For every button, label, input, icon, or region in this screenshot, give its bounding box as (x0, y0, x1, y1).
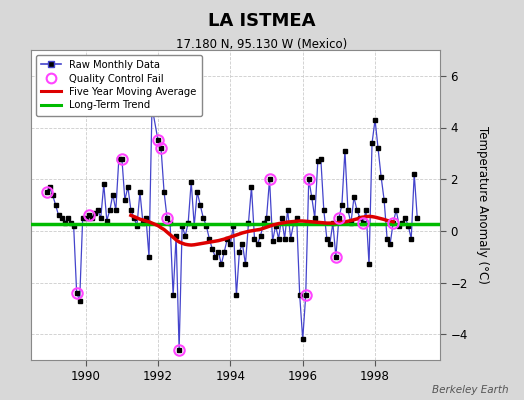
Text: LA ISTMEA: LA ISTMEA (208, 12, 316, 30)
Text: 17.180 N, 95.130 W (Mexico): 17.180 N, 95.130 W (Mexico) (177, 38, 347, 51)
Text: Berkeley Earth: Berkeley Earth (432, 385, 508, 395)
Legend: Raw Monthly Data, Quality Control Fail, Five Year Moving Average, Long-Term Tren: Raw Monthly Data, Quality Control Fail, … (37, 55, 202, 116)
Y-axis label: Temperature Anomaly (°C): Temperature Anomaly (°C) (476, 126, 489, 284)
